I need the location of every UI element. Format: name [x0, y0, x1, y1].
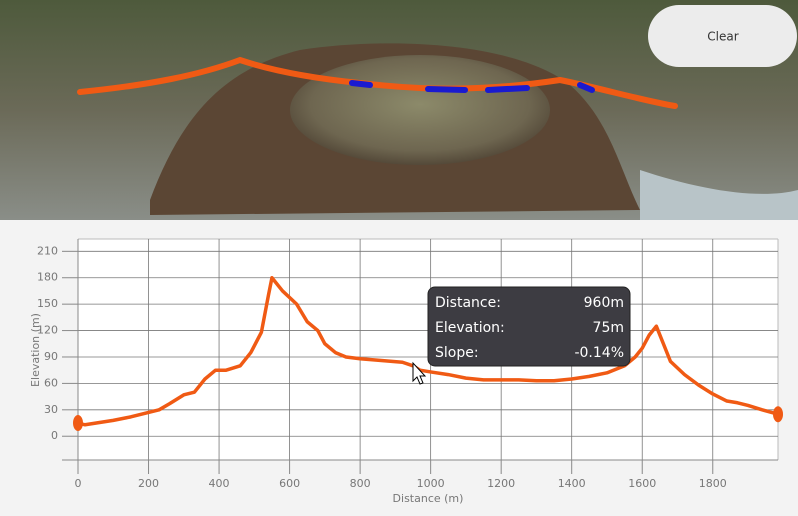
x-tick-label: 1600 [628, 477, 656, 490]
tooltip-box [427, 286, 631, 367]
grid: 0 30 60 90 120 150 180 210 0 200 400 600 800 1000 1200… [37, 239, 778, 490]
y-tick-label: 30 [44, 403, 58, 416]
y-tick-label: 180 [37, 271, 58, 284]
tooltip-value: -0.14% [574, 345, 624, 361]
x-tick-label: 1400 [558, 477, 586, 490]
x-tick-label: 1200 [487, 477, 515, 490]
y-tick-label: 90 [44, 350, 58, 363]
tooltip-label: Distance: [435, 295, 501, 311]
x-tick-label: 1000 [417, 477, 445, 490]
crater-floor [290, 55, 550, 165]
x-tick-label: 600 [279, 477, 300, 490]
tooltip-value: 960m [584, 295, 624, 311]
x-tick-label: 0 [75, 477, 82, 490]
endpoint-marker [73, 415, 83, 432]
x-tick-label: 800 [350, 477, 371, 490]
button-background [648, 5, 797, 67]
cursor [412, 361, 427, 385]
clear-button[interactable]: Clear [648, 5, 797, 67]
x-axis-title: Distance (m) [393, 492, 464, 505]
y-tick-label: 0 [51, 429, 58, 442]
tooltip-rows: Distance: 960m Elevation: 75m Slope: -0.14% [435, 295, 624, 361]
y-tick-label: 120 [37, 324, 58, 337]
tooltip-label: Elevation: [435, 320, 505, 336]
tooltip-value: 75m [593, 320, 624, 336]
y-tick-label: 60 [44, 376, 58, 389]
x-tick-label: 1800 [699, 477, 727, 490]
y-tick-label: 150 [37, 297, 58, 310]
x-tick-label: 400 [209, 477, 230, 490]
tooltip: Distance: 960m Elevation: 75m Slope: -0.14% [427, 286, 631, 367]
x-tick-label: 200 [138, 477, 159, 490]
y-tick-label: 210 [37, 244, 58, 257]
endpoint-marker [773, 406, 783, 423]
y-axis-title: Elevation (m) [29, 313, 42, 387]
tooltip-label: Slope: [435, 345, 479, 361]
ocean [640, 170, 798, 220]
button-label[interactable]: Clear [707, 30, 738, 44]
route-highlight [349, 80, 595, 93]
